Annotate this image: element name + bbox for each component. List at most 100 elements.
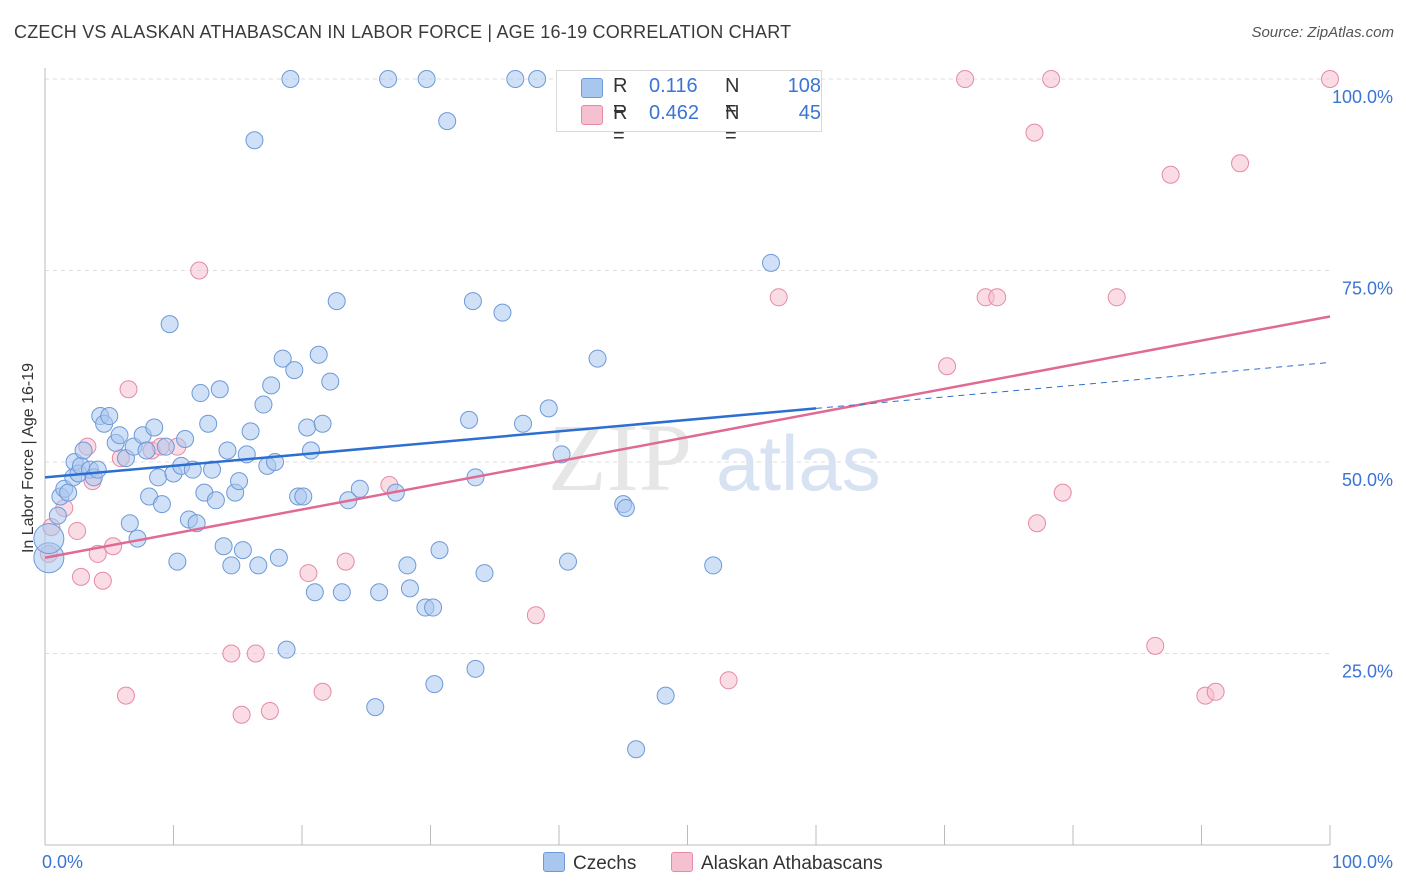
- data-point-czech: [59, 483, 78, 502]
- legend-n-label: N =: [725, 102, 740, 147]
- data-point-alaskan: [956, 70, 975, 88]
- data-point-czech: [254, 395, 273, 414]
- data-point-czech: [475, 564, 494, 583]
- data-point-alaskan: [769, 288, 788, 307]
- data-point-czech: [110, 426, 129, 445]
- trend-lines: [44, 315, 1331, 559]
- data-point-czech: [309, 345, 328, 364]
- data-point-czech: [191, 384, 210, 403]
- data-point-czech: [262, 376, 281, 395]
- alaskan-swatch: [671, 852, 693, 872]
- watermark-atlas: atlas: [716, 419, 881, 507]
- x-tick-label: 0.0%: [42, 852, 83, 872]
- data-point-czech: [627, 740, 646, 759]
- data-point-alaskan: [526, 606, 545, 625]
- y-tick-label: 100.0%: [1332, 87, 1393, 107]
- data-point-czech: [762, 253, 781, 272]
- chart-title: CZECH VS ALASKAN ATHABASCAN IN LABOR FOR…: [14, 22, 792, 42]
- data-point-alaskan: [71, 567, 90, 586]
- data-point-alaskan: [938, 357, 957, 376]
- bottom-legend-czechs: Czechs: [543, 852, 636, 875]
- data-point-czech: [558, 552, 577, 571]
- data-point-czech: [168, 552, 187, 571]
- legend-r-label: R =: [613, 102, 628, 147]
- data-point-czech: [400, 579, 419, 598]
- data-point-czech: [74, 441, 93, 460]
- data-point-czech: [424, 598, 443, 617]
- data-point-czech: [321, 372, 340, 391]
- data-point-alaskan: [68, 521, 87, 540]
- data-point-czech: [506, 70, 525, 88]
- data-point-czech: [704, 556, 723, 575]
- data-point-czech: [218, 441, 237, 460]
- y-tick-label: 25.0%: [1342, 662, 1393, 682]
- data-point-czech: [269, 548, 288, 567]
- y-axis-label: In Labor Force | Age 16-19: [20, 363, 37, 553]
- data-point-czech: [370, 583, 389, 602]
- data-point-czech: [222, 556, 241, 575]
- data-point-czech: [528, 70, 547, 88]
- data-point-czech: [145, 418, 164, 437]
- data-point-czech: [137, 441, 156, 460]
- data-point-alaskan: [1321, 70, 1339, 88]
- data-point-alaskan: [1042, 70, 1061, 88]
- x-tick-label: 100.0%: [1332, 852, 1393, 872]
- data-point-czech: [460, 410, 479, 429]
- data-point-czech: [463, 292, 482, 311]
- data-point-alaskan: [1025, 123, 1044, 142]
- data-point-czech: [120, 514, 139, 533]
- data-point-alaskan: [1161, 165, 1180, 184]
- data-point-czech: [249, 556, 268, 575]
- data-point-czech: [294, 487, 313, 506]
- data-point-czech: [230, 472, 249, 491]
- source-label: Source: ZipAtlas.com: [1251, 24, 1394, 41]
- data-point-alaskan: [260, 701, 279, 720]
- legend-swatch-pink: [581, 105, 603, 125]
- legend-r-value: 0.462: [649, 102, 700, 124]
- data-point-alaskan: [1231, 154, 1250, 173]
- data-point-czech: [438, 112, 457, 131]
- watermark: ZIP atlas: [548, 404, 881, 511]
- data-point-czech: [33, 523, 65, 555]
- data-point-alaskan: [336, 552, 355, 571]
- legend-r-label: R =: [613, 75, 628, 120]
- data-point-alaskan: [1053, 483, 1072, 502]
- data-point-czech: [616, 498, 635, 517]
- data-point-czech: [417, 70, 436, 88]
- data-point-czech: [285, 361, 304, 380]
- y-tick-label: 75.0%: [1342, 279, 1393, 299]
- legend-r-value: 0.116: [649, 75, 698, 97]
- data-point-czech: [160, 315, 179, 334]
- data-point-czech: [656, 686, 675, 705]
- data-point-czech: [539, 399, 558, 418]
- data-point-czech: [241, 422, 260, 441]
- data-point-czech: [48, 506, 67, 525]
- data-point-czech: [281, 70, 300, 88]
- bottom-legend-alaskan: Alaskan Athabascans: [671, 852, 883, 875]
- data-point-czech: [88, 460, 107, 479]
- data-point-alaskan: [988, 288, 1007, 307]
- czechs-swatch: [543, 852, 565, 872]
- data-point-czech: [350, 479, 369, 498]
- trend-line-czech: [44, 407, 817, 479]
- data-point-czech: [206, 491, 225, 510]
- data-point-czech: [233, 541, 252, 560]
- axes: [44, 68, 1331, 846]
- data-point-czech: [332, 583, 351, 602]
- data-point-czech: [210, 380, 229, 399]
- data-point-czech: [214, 537, 233, 556]
- data-point-alaskan: [222, 644, 241, 663]
- data-point-alaskan: [246, 644, 265, 663]
- data-point-alaskan: [1028, 514, 1047, 533]
- data-point-czech: [245, 131, 264, 150]
- data-point-czech: [305, 583, 324, 602]
- data-point-alaskan: [93, 571, 112, 590]
- data-point-alaskan: [1107, 288, 1126, 307]
- data-point-czech: [430, 541, 449, 560]
- data-point-alaskan: [719, 671, 738, 690]
- data-point-czech: [425, 675, 444, 694]
- data-point-czech: [313, 414, 332, 433]
- data-point-czech: [366, 698, 385, 717]
- data-point-czech: [398, 556, 417, 575]
